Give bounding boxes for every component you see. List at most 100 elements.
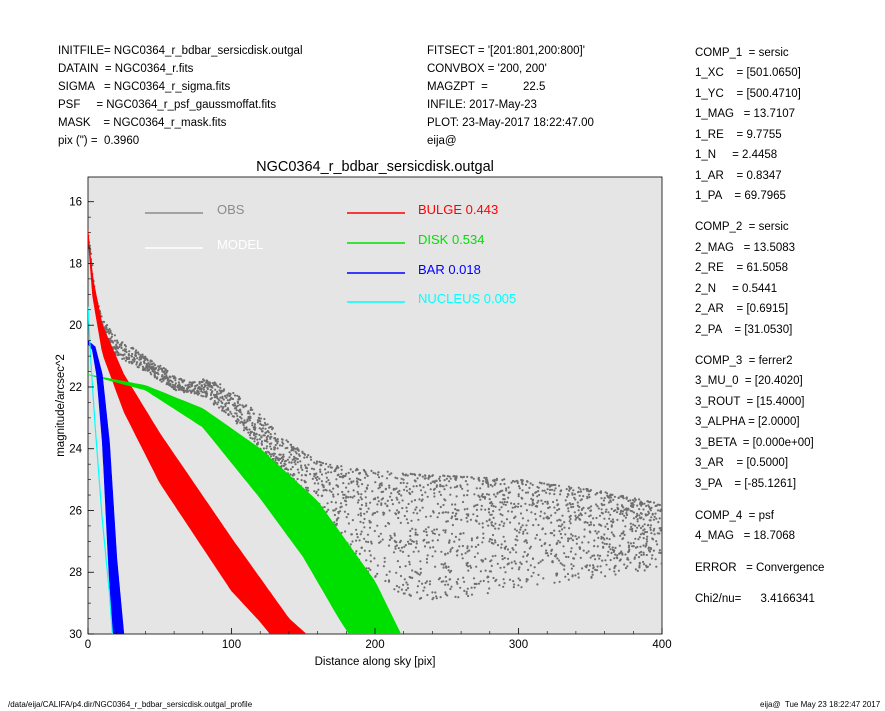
obs-point	[614, 553, 617, 556]
obs-point	[355, 480, 359, 483]
obs-point	[253, 423, 256, 426]
obs-point	[504, 571, 507, 574]
obs-point	[643, 563, 646, 566]
obs-point	[556, 557, 559, 560]
obs-point	[506, 557, 510, 560]
obs-point	[503, 500, 506, 504]
obs-point	[249, 416, 252, 420]
obs-point	[305, 474, 308, 477]
obs-point	[401, 550, 405, 554]
obs-point	[393, 588, 396, 591]
obs-point	[411, 490, 414, 493]
obs-point	[600, 571, 603, 574]
obs-point	[248, 419, 251, 422]
obs-point	[619, 534, 622, 537]
obs-point	[401, 472, 404, 475]
obs-point	[603, 538, 606, 541]
obs-point	[482, 536, 485, 540]
obs-point	[644, 545, 647, 548]
obs-point	[502, 578, 505, 581]
obs-point	[621, 510, 625, 513]
obs-point	[313, 482, 316, 485]
obs-point	[237, 398, 240, 401]
obs-point	[446, 552, 449, 555]
obs-point	[231, 397, 235, 401]
obs-point	[538, 481, 542, 484]
obs-point	[369, 560, 372, 563]
obs-point	[469, 564, 472, 568]
obs-point	[322, 486, 325, 489]
obs-point	[585, 566, 588, 569]
obs-point	[131, 352, 134, 356]
obs-point	[617, 569, 621, 572]
obs-point	[567, 555, 570, 559]
obs-point	[504, 503, 507, 506]
y-tick-label: 20	[69, 320, 82, 332]
obs-point	[567, 485, 571, 488]
obs-point	[216, 390, 219, 393]
obs-point	[481, 522, 484, 525]
obs-point	[340, 531, 343, 534]
obs-point	[573, 493, 577, 496]
obs-point	[431, 591, 434, 594]
obs-point	[276, 440, 279, 443]
obs-point	[612, 533, 615, 536]
obs-point	[521, 479, 524, 482]
obs-point	[395, 513, 398, 516]
obs-point	[475, 487, 478, 490]
obs-point	[412, 540, 415, 543]
obs-point	[445, 520, 448, 523]
obs-point	[221, 395, 224, 398]
obs-point	[550, 484, 553, 487]
obs-point	[454, 475, 457, 478]
obs-point	[159, 364, 162, 367]
obs-point	[550, 549, 553, 553]
obs-point	[501, 554, 504, 558]
obs-point	[249, 430, 252, 433]
obs-point	[540, 544, 543, 548]
obs-point	[405, 581, 408, 584]
obs-point	[598, 557, 601, 560]
obs-point	[460, 553, 463, 556]
obs-point	[363, 512, 366, 515]
obs-point	[444, 529, 447, 532]
obs-point	[611, 493, 614, 496]
obs-point	[354, 469, 357, 472]
obs-point	[167, 382, 170, 385]
obs-point	[570, 563, 573, 566]
obs-point	[279, 453, 282, 456]
obs-point	[648, 519, 651, 522]
obs-point	[410, 519, 413, 522]
obs-point	[652, 529, 655, 532]
obs-point	[109, 329, 112, 332]
obs-point	[359, 478, 362, 482]
obs-point	[424, 581, 427, 585]
obs-point	[459, 586, 462, 589]
obs-point	[449, 477, 452, 480]
obs-point	[381, 475, 384, 478]
obs-point	[556, 519, 559, 522]
obs-point	[396, 477, 399, 480]
obs-point	[606, 492, 609, 495]
obs-point	[525, 541, 529, 544]
obs-point	[645, 564, 648, 567]
obs-point	[502, 493, 505, 496]
obs-point	[466, 547, 469, 550]
obs-point	[283, 462, 286, 465]
obs-point	[449, 550, 452, 553]
obs-point	[618, 544, 621, 547]
obs-point	[445, 484, 448, 487]
obs-point	[494, 495, 497, 498]
obs-point	[514, 562, 517, 565]
obs-point	[235, 422, 238, 425]
obs-point	[581, 567, 584, 570]
obs-point	[636, 504, 639, 507]
obs-point	[641, 525, 644, 528]
obs-point	[572, 557, 576, 560]
obs-point	[301, 468, 304, 471]
obs-point	[606, 522, 609, 526]
obs-point	[600, 535, 603, 539]
obs-point	[463, 580, 466, 583]
obs-point	[461, 476, 464, 479]
obs-point	[551, 560, 554, 564]
